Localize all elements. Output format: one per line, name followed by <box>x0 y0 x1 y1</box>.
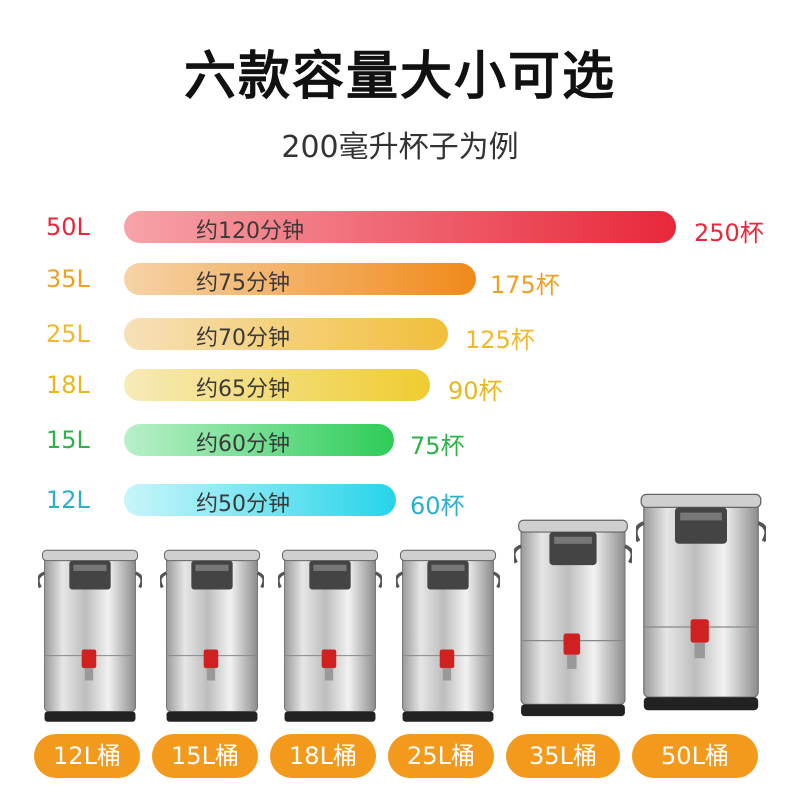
cups-count: 125杯 <box>465 326 535 354</box>
duration-bar <box>124 369 430 401</box>
capacity-row-50l: 50L 约120分钟 250杯 <box>0 211 800 247</box>
page-title: 六款容量大小可选 <box>183 47 616 107</box>
capacity-row-25l: 25L 约70分钟 125杯 <box>0 318 800 354</box>
cups-count: 175杯 <box>490 271 560 299</box>
urn-12l-image <box>38 549 142 722</box>
cups-count: 60杯 <box>410 492 465 520</box>
duration-bar <box>124 263 476 295</box>
urn-50l-image <box>636 493 766 711</box>
duration-bar <box>124 211 676 243</box>
capacity-label: 12L <box>46 486 90 514</box>
capacity-row-12l: 12L 约50分钟 60杯 <box>0 484 800 520</box>
urn-18l-image <box>278 549 382 722</box>
label-50l: 50L桶 <box>632 734 758 778</box>
urn-15l-image <box>160 549 264 722</box>
capacity-row-18l: 18L 约65分钟 90杯 <box>0 369 800 405</box>
cups-count: 250杯 <box>694 219 764 247</box>
urn-35l-image <box>514 519 632 717</box>
duration-text: 约120分钟 <box>196 219 304 244</box>
duration-text: 约75分钟 <box>196 271 290 296</box>
label-15l: 15L桶 <box>152 734 258 778</box>
duration-text: 约60分钟 <box>196 432 290 457</box>
capacity-label: 15L <box>46 426 90 454</box>
duration-bar <box>124 318 448 350</box>
urn-25l-image <box>396 549 500 722</box>
page-subtitle: 200毫升杯子为例 <box>281 130 519 165</box>
duration-bar <box>124 424 394 456</box>
label-18l: 18L桶 <box>270 734 376 778</box>
cups-count: 75杯 <box>410 432 465 460</box>
capacity-label: 18L <box>46 371 90 399</box>
capacity-label: 25L <box>46 320 90 348</box>
duration-bar <box>124 484 396 516</box>
capacity-label: 50L <box>46 213 90 241</box>
capacity-row-15l: 15L 约60分钟 75杯 <box>0 424 800 460</box>
capacity-label: 35L <box>46 265 90 293</box>
duration-text: 约70分钟 <box>196 326 290 351</box>
label-25l: 25L桶 <box>388 734 494 778</box>
duration-text: 约65分钟 <box>196 377 290 402</box>
cups-count: 90杯 <box>448 377 503 405</box>
label-35l: 35L桶 <box>506 734 620 778</box>
capacity-row-35l: 35L 约75分钟 175杯 <box>0 263 800 299</box>
duration-text: 约50分钟 <box>196 492 290 517</box>
label-12l: 12L桶 <box>34 734 140 778</box>
